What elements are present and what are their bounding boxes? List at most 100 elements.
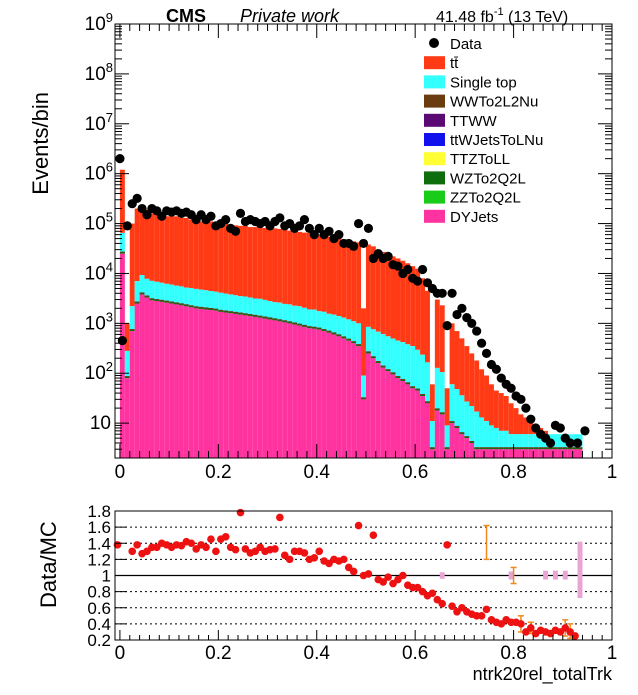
data-point	[117, 336, 127, 346]
dyjets-bar	[247, 316, 253, 458]
ttbar-bar	[498, 393, 504, 431]
ratio-uncertainty-band	[439, 572, 445, 579]
ratio-point	[276, 513, 284, 522]
wz-bar	[434, 409, 440, 411]
ratio-y-tick-label: 0.6	[87, 599, 111, 618]
dyjets-bar	[464, 438, 470, 458]
dyjets-bar	[336, 336, 342, 458]
wz-bar	[523, 448, 529, 450]
single-top-bar	[459, 395, 465, 435]
legend-swatch	[424, 152, 445, 166]
single-top-bar	[183, 287, 189, 307]
ratio-point	[482, 605, 491, 614]
wz-bar	[218, 310, 224, 312]
single-top-bar	[316, 311, 322, 330]
data-point	[506, 383, 516, 393]
single-top-bar	[395, 340, 401, 379]
dyjets-bar	[277, 321, 283, 458]
wz-bar	[365, 352, 371, 354]
ratio-y-tick-label: 0.2	[87, 631, 111, 650]
dyjets-bar	[479, 449, 485, 458]
legend-label: DYJets	[450, 209, 498, 226]
wz-bar	[439, 413, 445, 415]
data-point	[137, 203, 147, 214]
main-stack-bars	[119, 169, 583, 458]
ratio-point	[349, 567, 358, 576]
legend-swatch	[424, 75, 445, 89]
single-top-bar	[375, 331, 381, 364]
ratio-y-tick-label: 0.4	[87, 615, 111, 634]
ratio-point	[379, 578, 387, 586]
single-top-bar	[169, 284, 175, 304]
dyjets-bar	[183, 306, 189, 458]
wz-bar	[429, 448, 435, 450]
data-point	[309, 230, 319, 240]
wz-bar	[272, 319, 278, 321]
ttbar-bar	[183, 217, 189, 288]
dyjets-bar	[218, 311, 224, 458]
wz-bar	[508, 448, 514, 450]
ratio-ylabel: Data/MC	[36, 521, 61, 608]
ttbar-bar	[488, 384, 494, 426]
ttbar-bar	[262, 227, 268, 300]
y-tick-label: 105	[85, 210, 113, 235]
legend-label: ttWJetsToLNu	[450, 132, 543, 149]
wz-bar	[552, 448, 558, 450]
ratio-uncertainty-band	[552, 570, 558, 580]
single-top-bar	[469, 406, 475, 443]
ttbar-bar	[252, 227, 258, 299]
ttbar-bar	[405, 263, 411, 345]
single-top-bar	[361, 375, 366, 400]
legend-label: Single top	[450, 74, 517, 91]
dyjets-bar	[577, 449, 583, 458]
single-top-bar	[493, 427, 499, 450]
legend-swatch	[424, 56, 445, 70]
dyjets-bar	[518, 449, 524, 458]
single-top-bar	[385, 336, 391, 372]
single-top-bar	[154, 281, 160, 302]
single-top-bar	[420, 354, 426, 396]
wz-bar	[498, 448, 504, 450]
ratio-y-tick-label: 1.6	[87, 518, 111, 537]
ratio-point	[236, 508, 245, 517]
y-tick-label: 102	[85, 359, 113, 384]
wz-bar	[193, 307, 199, 309]
dyjets-bar	[297, 325, 302, 458]
ttbar-bar	[420, 278, 426, 355]
wz-bar	[213, 309, 219, 311]
data-point	[516, 394, 526, 404]
dyjets-bar	[493, 449, 499, 458]
ttbar-bar	[277, 228, 283, 303]
wz-bar	[395, 377, 401, 379]
single-top-bar	[429, 421, 435, 450]
data-point	[353, 218, 364, 229]
single-top-bar	[415, 349, 421, 391]
ratio-point	[128, 547, 137, 556]
wz-bar	[380, 366, 386, 368]
wz-bar	[139, 293, 145, 295]
ttbar-bar	[434, 299, 440, 368]
dyjets-bar	[548, 449, 553, 458]
ratio-y-tick-label: 1.8	[87, 502, 111, 521]
single-top-bar	[267, 301, 273, 320]
wz-bar	[119, 252, 125, 254]
legend-swatch	[424, 209, 445, 223]
data-point	[531, 423, 541, 433]
ttbar-bar	[469, 353, 475, 407]
wz-bar	[513, 448, 519, 450]
single-top-bar	[331, 314, 337, 335]
dyjets-bar	[159, 301, 165, 458]
dyjets-bar	[238, 314, 243, 458]
ttbar-bar	[380, 251, 386, 335]
single-top-bar	[449, 384, 455, 424]
wz-bar	[129, 330, 135, 332]
ratio-point	[340, 555, 348, 564]
x-tick-label: 0.8	[500, 462, 526, 483]
wz-bar	[252, 315, 258, 317]
dyjets-bar	[326, 332, 332, 458]
ttbar-bar	[247, 227, 253, 298]
ratio-point	[202, 543, 210, 552]
ratio-point	[221, 533, 230, 541]
ratio-point	[369, 531, 378, 539]
